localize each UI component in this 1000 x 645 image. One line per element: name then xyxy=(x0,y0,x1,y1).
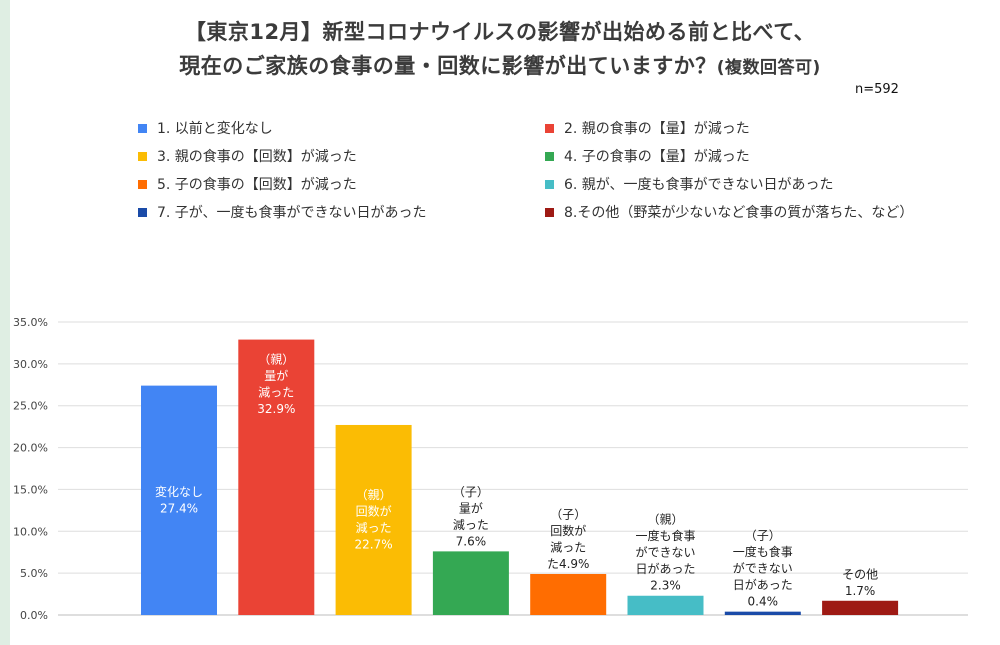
legend-swatch xyxy=(138,179,147,189)
y-tick-label: 20.0% xyxy=(13,442,48,455)
bar-label: 2.3% xyxy=(650,579,681,593)
bar-4 xyxy=(432,551,509,615)
bar-label: 回数が xyxy=(356,504,392,519)
bar-label: 日があった xyxy=(635,561,695,576)
bar-label: 一度も食事 xyxy=(733,544,793,559)
bar-label: た4.9% xyxy=(547,557,590,571)
bar-label: 減った xyxy=(550,539,586,554)
legend-swatch xyxy=(138,151,147,161)
left-edge-strip xyxy=(0,0,10,645)
legend-swatch xyxy=(545,151,554,161)
y-tick-label: 0.0% xyxy=(20,609,48,622)
legend-item-2: 2. 親の食事の【量】が減った xyxy=(545,118,750,138)
legend-label: 8.その他（野菜が少ないなど食事の質が落ちた、など） xyxy=(564,205,914,221)
legend-swatch xyxy=(545,123,554,133)
y-tick-label: 15.0% xyxy=(13,483,48,496)
legend-label: 6. 親が、一度も食事ができない日があった xyxy=(564,177,834,193)
legend-label: 2. 親の食事の【量】が減った xyxy=(564,121,750,137)
chart-title-main: 現在のご家族の食事の量・回数に影響が出ていますか？ xyxy=(179,54,717,78)
bar-label: 日があった xyxy=(733,577,793,592)
bar-label: 27.4% xyxy=(160,502,198,516)
bar-label: 減った xyxy=(356,520,392,535)
y-tick-label: 10.0% xyxy=(13,525,48,538)
legend-label: 3. 親の食事の【回数】が減った xyxy=(157,149,357,165)
y-tick-label: 35.0% xyxy=(13,316,48,329)
y-tick-label: 30.0% xyxy=(13,358,48,371)
bar-label: 回数が xyxy=(550,523,586,538)
legend-item-1: 1. 以前と変化なし xyxy=(138,118,273,138)
legend-swatch xyxy=(545,179,554,189)
y-tick-label: 5.0% xyxy=(20,567,48,580)
legend-item-8: 8.その他（野菜が少ないなど食事の質が落ちた、など） xyxy=(545,202,913,222)
legend-item-7: 7. 子が、一度も食事ができない日があった xyxy=(138,202,427,222)
legend-label: 4. 子の食事の【量】が減った xyxy=(564,149,750,165)
bar-label: （親） xyxy=(356,488,392,502)
legend-label: 1. 以前と変化なし xyxy=(157,121,273,137)
bar-3 xyxy=(335,424,412,615)
legend-label: 5. 子の食事の【回数】が減った xyxy=(157,177,357,193)
legend-item-4: 4. 子の食事の【量】が減った xyxy=(545,146,750,166)
bar-label: 22.7% xyxy=(355,538,393,552)
bar-5 xyxy=(530,573,607,615)
bar-label: ができない xyxy=(635,545,695,560)
bar-label: （子） xyxy=(745,529,781,543)
bar-label: 減った xyxy=(453,517,489,532)
bar-label: 1.7% xyxy=(845,584,876,598)
legend-swatch xyxy=(545,207,554,217)
bar-label: （子） xyxy=(550,507,586,521)
bar-label: 32.9% xyxy=(257,402,295,416)
legend-item-5: 5. 子の食事の【回数】が減った xyxy=(138,174,357,194)
bar-label: 量が xyxy=(459,500,483,515)
bar-label: （親） xyxy=(258,353,294,367)
bar-2 xyxy=(238,339,315,615)
legend-item-3: 3. 親の食事の【回数】が減った xyxy=(138,146,357,166)
bar-7 xyxy=(724,611,801,615)
legend-swatch xyxy=(138,123,147,133)
bar-label: 一度も食事 xyxy=(635,528,695,543)
bar-label: その他 xyxy=(842,567,878,581)
bar-label: ができない xyxy=(733,561,793,576)
bar-label: 変化なし xyxy=(155,484,203,499)
chart-title-line-1: 【東京12月】新型コロナウイルスの影響が出始める前と比べて、 xyxy=(184,20,816,44)
bar-label: （親） xyxy=(647,513,683,527)
bar-label: （子） xyxy=(453,485,489,499)
legend-swatch xyxy=(138,207,147,217)
bar-label: 7.6% xyxy=(456,534,487,548)
y-tick-label: 25.0% xyxy=(13,400,48,413)
bar-label: 減った xyxy=(258,385,294,400)
bar-8 xyxy=(822,600,899,615)
bar-6 xyxy=(627,595,704,615)
chart-title-suffix: (複数回答可) xyxy=(716,58,821,78)
legend-item-6: 6. 親が、一度も食事ができない日があった xyxy=(545,174,834,194)
bar-label: 0.4% xyxy=(748,595,779,609)
legend-label: 7. 子が、一度も食事ができない日があった xyxy=(157,205,427,221)
bar-1 xyxy=(141,385,217,615)
bar-label: 量が xyxy=(264,368,288,383)
chart-title-line-2: 現在のご家族の食事の量・回数に影響が出ていますか？(複数回答可) xyxy=(0,50,1000,80)
sample-size: n=592 xyxy=(855,82,899,97)
